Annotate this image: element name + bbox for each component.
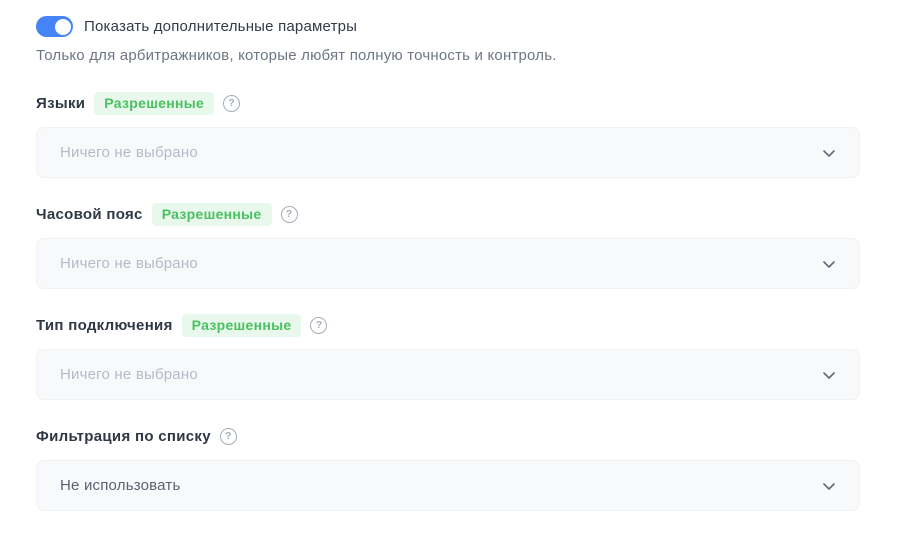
select-value: Не использовать — [60, 477, 181, 494]
field-group-connection-type: Тип подключения Разрешенные ? Ничего не … — [36, 313, 860, 400]
allowed-badge: Разрешенные — [151, 202, 272, 226]
label-row: Тип подключения Разрешенные ? — [36, 313, 860, 337]
field-label-languages: Языки — [36, 94, 86, 112]
chevron-down-icon — [823, 371, 835, 379]
label-row: Языки Разрешенные ? — [36, 91, 860, 115]
field-label-connection-type: Тип подключения — [36, 316, 173, 334]
field-group-list-filtering: Фильтрация по списку ? Не использовать — [36, 425, 860, 511]
select-placeholder: Ничего не выбрано — [60, 255, 198, 272]
toggle-label: Показать дополнительные параметры — [84, 18, 358, 35]
help-icon[interactable]: ? — [310, 316, 328, 334]
chevron-down-icon — [823, 260, 835, 268]
connection-type-select[interactable]: Ничего не выбрано — [36, 349, 860, 400]
toggle-row: Показать дополнительные параметры — [36, 16, 860, 37]
label-row: Фильтрация по списку ? — [36, 425, 860, 447]
allowed-badge: Разрешенные — [181, 313, 302, 337]
field-label-list-filtering: Фильтрация по списку — [36, 427, 211, 445]
help-icon[interactable]: ? — [219, 427, 237, 445]
toggle-knob — [54, 18, 71, 35]
languages-select[interactable]: Ничего не выбрано — [36, 127, 860, 178]
field-group-languages: Языки Разрешенные ? Ничего не выбрано — [36, 91, 860, 178]
field-group-timezone: Часовой пояс Разрешенные ? Ничего не выб… — [36, 202, 860, 289]
label-row: Часовой пояс Разрешенные ? — [36, 202, 860, 226]
help-icon[interactable]: ? — [223, 94, 241, 112]
additional-parameters-section: Показать дополнительные параметры Только… — [36, 16, 860, 511]
field-label-timezone: Часовой пояс — [36, 205, 143, 223]
show-additional-params-toggle[interactable] — [36, 16, 73, 37]
section-subtitle: Только для арбитражников, которые любят … — [36, 47, 557, 64]
select-placeholder: Ничего не выбрано — [60, 366, 198, 383]
select-placeholder: Ничего не выбрано — [60, 144, 198, 161]
chevron-down-icon — [823, 149, 835, 157]
chevron-down-icon — [823, 482, 835, 490]
list-filtering-select[interactable]: Не использовать — [36, 460, 860, 511]
allowed-badge: Разрешенные — [94, 91, 215, 115]
timezone-select[interactable]: Ничего не выбрано — [36, 238, 860, 289]
help-icon[interactable]: ? — [280, 205, 298, 223]
